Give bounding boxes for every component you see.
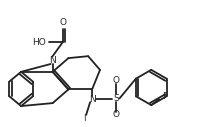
Text: F: F	[163, 92, 168, 101]
Text: HO: HO	[32, 38, 46, 47]
Text: S: S	[113, 94, 119, 103]
Text: O: O	[59, 18, 66, 27]
Text: O: O	[112, 110, 119, 119]
Text: N: N	[89, 95, 96, 104]
Text: N: N	[49, 56, 56, 65]
Text: O: O	[112, 76, 119, 85]
Text: I: I	[83, 114, 85, 123]
